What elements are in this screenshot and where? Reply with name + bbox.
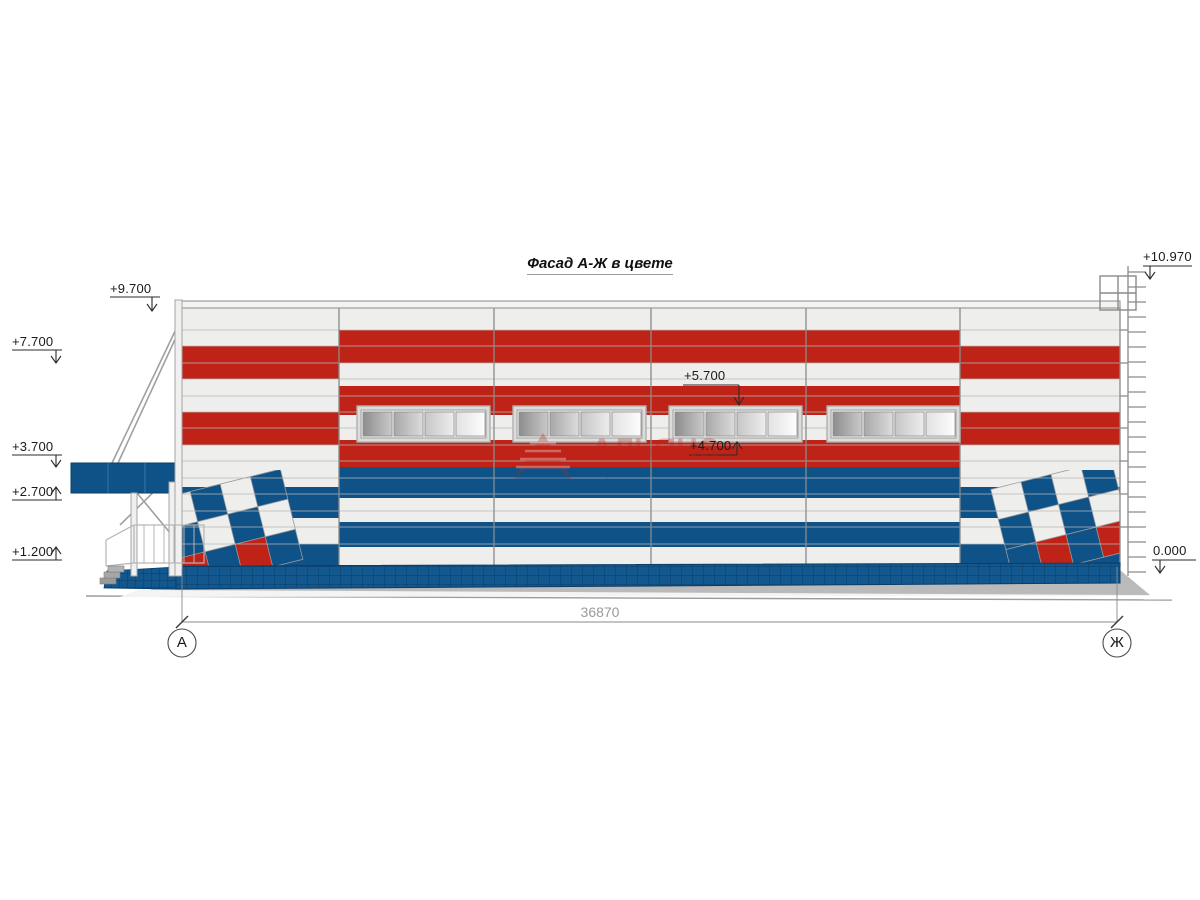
window-strip-3 xyxy=(668,405,803,443)
level-label-0000: 0.000 xyxy=(1153,543,1187,558)
level-label-10970: +10.970 xyxy=(1143,249,1192,264)
overall-dimension-label: 36870 xyxy=(0,604,1200,622)
level-label-5700: +5.700 xyxy=(684,368,726,383)
level-label-3700: +3.700 xyxy=(12,439,54,454)
page-title: Фасад А-Ж в цвете xyxy=(527,255,673,275)
facade-bays-center xyxy=(339,330,960,547)
facade-body xyxy=(175,300,1121,567)
axis-label-right: Ж xyxy=(1109,634,1125,651)
window-strip-4 xyxy=(826,405,961,443)
panel-joint-lines-h xyxy=(176,329,1120,545)
overall-dimension xyxy=(175,567,1124,629)
roof-ladder-grid xyxy=(1099,275,1137,311)
level-markers-right xyxy=(1143,265,1196,574)
window-band-group xyxy=(356,405,961,443)
level-label-4700: +4.700 xyxy=(690,438,732,453)
axis-label-left: А xyxy=(176,634,188,651)
drawing-title-block: Фасад А-Ж в цвете xyxy=(0,255,1200,275)
level-markers-center xyxy=(683,384,745,456)
level-markers-left xyxy=(12,296,160,561)
level-label-2700: +2.700 xyxy=(12,484,54,499)
level-label-1200: +1.200 xyxy=(12,544,54,559)
level-label-9700: +9.700 xyxy=(110,281,152,296)
canopy-stay-rods xyxy=(111,324,179,541)
window-strip-1 xyxy=(356,405,491,443)
entrance-canopy xyxy=(70,462,182,494)
window-strip-2 xyxy=(512,405,647,443)
plinth-base xyxy=(103,562,1121,590)
stair-railing xyxy=(105,524,205,567)
axis-bubbles xyxy=(167,628,1132,658)
parapet-cap xyxy=(175,300,1121,309)
level-scale-ladder xyxy=(1120,266,1146,576)
entrance-steps xyxy=(99,565,125,585)
level-label-7700: +7.700 xyxy=(12,334,54,349)
entrance-structure-left xyxy=(70,299,205,585)
